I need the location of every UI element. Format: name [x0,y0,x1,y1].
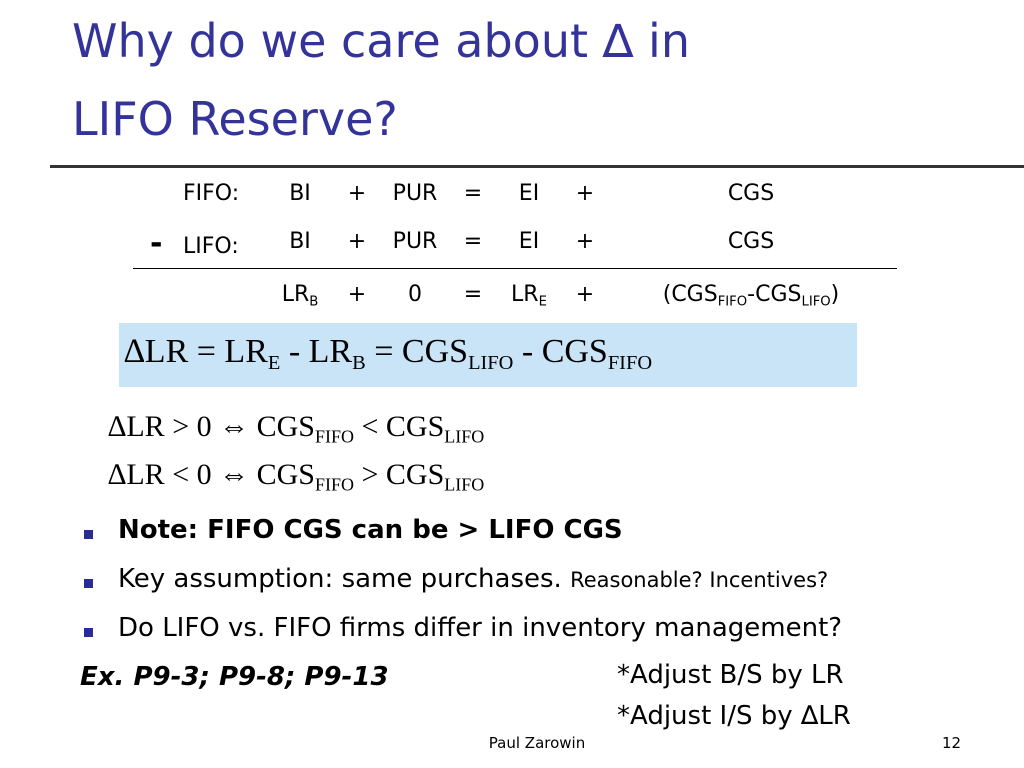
cell: + [347,181,367,206]
cell: + [575,282,595,307]
cell: BI [289,229,311,254]
cell: + [347,282,367,307]
cell: = [463,229,483,254]
bullet-text: Key assumption: same purchases. Reasonab… [118,564,829,594]
minus-sign: - [150,226,163,261]
inequality: ∆LR < 0 ⇔ CGSFIFO > CGSLIFO [108,458,485,495]
cell: + [347,229,367,254]
cell: BI [289,181,311,206]
cell: PUR [392,181,438,206]
cell: (CGSFIFO-CGSLIFO) [662,282,840,310]
title-rule [50,165,1024,168]
note: *Adjust B/S by LR [617,660,844,690]
formula-box [119,323,857,387]
example: Ex. P9-3; P9-8; P9-13 [80,662,389,692]
cell: LRE [511,282,547,310]
note: *Adjust I/S by ∆LR [617,701,851,731]
cell: LRB [281,282,319,310]
formula: ∆LR = LRE - LRB = CGSLIFO - CGSFIFO [124,333,653,375]
page-number: 12 [942,734,962,752]
cell: = [463,282,483,307]
sum-line [133,268,897,269]
title-line: Why do we care about ∆ in [72,14,690,68]
cell: PUR [392,229,438,254]
bullet [84,530,93,539]
cell: 0 [408,282,422,307]
inequality: ∆LR > 0 ⇔ CGSFIFO < CGSLIFO [108,410,485,447]
row-label: FIFO: [183,181,240,206]
cell: CGS [727,229,775,254]
title-line: LIFO Reserve? [72,92,398,146]
cell: EI [518,229,540,254]
bullet [84,579,93,588]
cell: EI [518,181,540,206]
cell: + [575,181,595,206]
bullet-text: Do LIFO vs. FIFO firms differ in invento… [118,613,843,643]
cell: = [463,181,483,206]
row-label: LIFO: [183,234,239,259]
bullet [84,628,93,637]
cell: + [575,229,595,254]
cell: CGS [727,181,775,206]
bullet-text: Note: FIFO CGS can be > LIFO CGS [118,515,623,545]
footer-author: Paul Zarowin [488,734,586,752]
